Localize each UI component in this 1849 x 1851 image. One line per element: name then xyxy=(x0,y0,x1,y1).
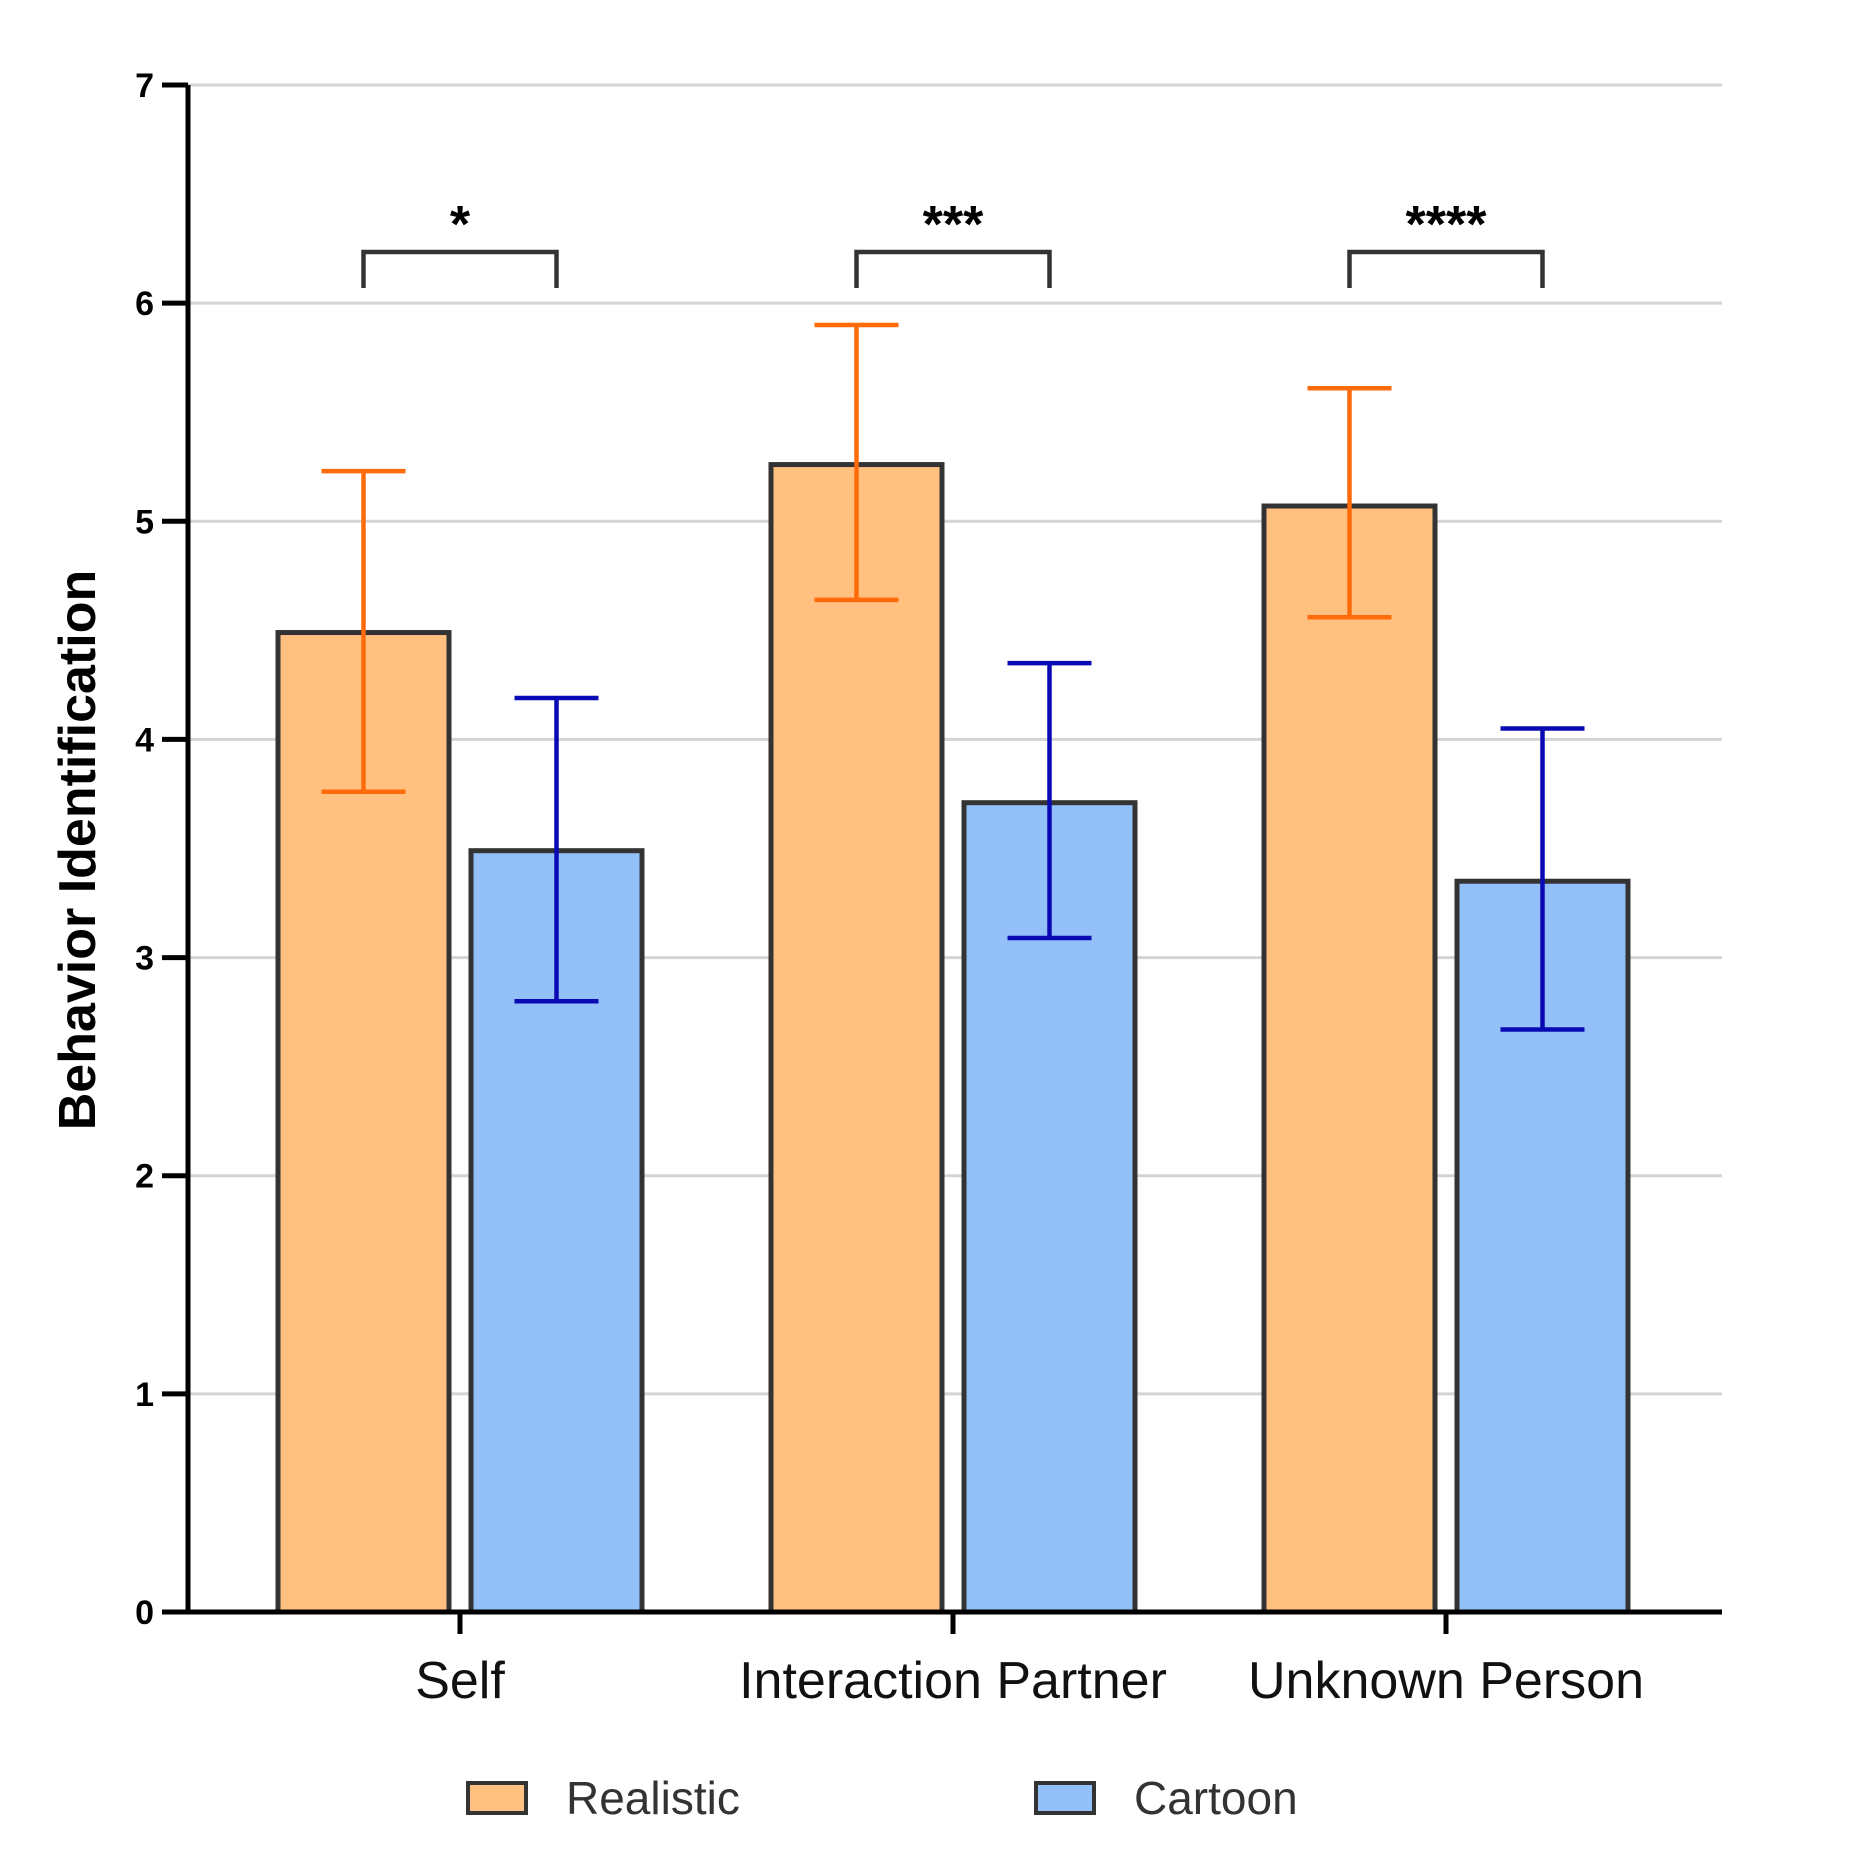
error-bars xyxy=(321,322,1585,1032)
y-tick-label: 0 xyxy=(135,1594,154,1632)
significance-bracket xyxy=(854,249,1052,288)
legend-swatch xyxy=(466,1781,528,1815)
legend-label: Cartoon xyxy=(1134,1772,1298,1824)
legend-item-cartoon: Cartoon xyxy=(1034,1772,1298,1824)
y-tick-label: 7 xyxy=(135,67,154,105)
significance-bracket xyxy=(361,249,559,288)
significance-brackets: * *** **** xyxy=(361,196,1545,288)
y-tick-label: 6 xyxy=(135,285,154,323)
y-tick-label: 2 xyxy=(135,1158,154,1196)
bars xyxy=(275,462,1631,1615)
y-tick-label: 1 xyxy=(135,1376,154,1414)
legend-swatch xyxy=(1034,1781,1096,1815)
y-tick-label: 5 xyxy=(135,503,154,541)
legend-label: Realistic xyxy=(566,1772,740,1824)
error-bar-realistic-interaction-partner xyxy=(814,322,899,603)
x-tick-label: Unknown Person xyxy=(1248,1652,1644,1710)
legend: Realistic Cartoon xyxy=(466,1772,1298,1824)
error-bar-realistic-self xyxy=(321,468,406,795)
error-bar-cartoon-self xyxy=(514,695,599,1004)
significance-bracket xyxy=(1347,249,1545,288)
bar-realistic-unknown-person xyxy=(1261,503,1438,1615)
x-tick-label: Interaction Partner xyxy=(739,1652,1167,1710)
legend-item-realistic: Realistic xyxy=(466,1772,740,1824)
significance-label: *** xyxy=(923,196,984,254)
y-tick-label: 4 xyxy=(135,721,154,759)
significance-label: * xyxy=(450,196,471,254)
error-bar-cartoon-unknown-person xyxy=(1500,726,1585,1032)
significance-label: **** xyxy=(1406,196,1488,254)
bar-realistic-interaction-partner xyxy=(768,462,945,1615)
axes: Self Interaction Partner Unknown Person 0 1 2… xyxy=(135,67,1722,1710)
error-bar-realistic-unknown-person xyxy=(1307,385,1392,620)
error-bar-cartoon-interaction-partner xyxy=(1007,660,1092,941)
y-axis-label: Behavior Identification xyxy=(49,570,107,1131)
x-tick-label: Self xyxy=(415,1652,505,1710)
y-tick-label: 3 xyxy=(135,940,154,978)
